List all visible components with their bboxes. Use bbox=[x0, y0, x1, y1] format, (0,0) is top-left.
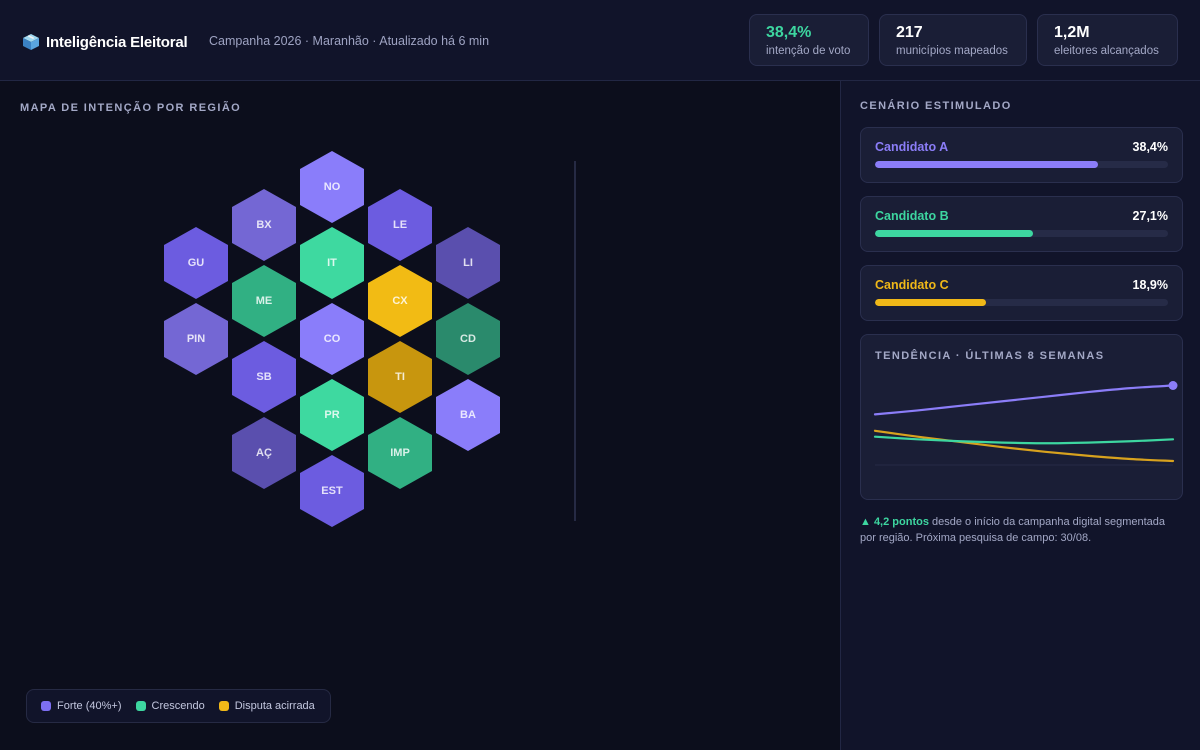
region-hex-it[interactable]: IT bbox=[300, 227, 364, 299]
top-bar: Inteligência Eleitoral Campanha 2026 · M… bbox=[0, 0, 1200, 81]
region-hex-pr[interactable]: PR bbox=[300, 379, 364, 451]
kpi-value: 217 bbox=[896, 24, 923, 41]
legend-label: Disputa acirrada bbox=[234, 700, 315, 712]
trend-line-series-2 bbox=[873, 435, 1175, 445]
region-hex-aç[interactable]: AÇ bbox=[232, 417, 296, 489]
region-hex-cx[interactable]: CX bbox=[368, 265, 432, 337]
trend-line-series-3 bbox=[873, 429, 1175, 463]
footnote-text: desde o início da campanha digital segme… bbox=[860, 516, 1166, 544]
kpi-label: intenção de voto bbox=[766, 45, 851, 57]
scenario-title: CENÁRIO ESTIMULADO bbox=[860, 100, 1012, 112]
legend-item-disputa: Disputa acirrada bbox=[218, 700, 315, 712]
progress-track bbox=[875, 299, 1168, 306]
divider bbox=[574, 161, 576, 521]
region-hex-ti[interactable]: TI bbox=[368, 341, 432, 413]
legend-item-forte: Forte (40%+) bbox=[41, 700, 122, 712]
kpi-card-vote-intention[interactable]: 38,4% intenção de voto bbox=[749, 14, 869, 66]
region-hex-est[interactable]: EST bbox=[300, 455, 364, 527]
legend-label: Crescendo bbox=[151, 700, 205, 712]
region-hex-cd[interactable]: CD bbox=[436, 303, 500, 375]
region-hex-gu[interactable]: GU bbox=[164, 227, 228, 299]
legend-label: Forte (40%+) bbox=[57, 700, 122, 712]
trend-endpoint-marker bbox=[1168, 381, 1178, 390]
candidate-percentage: 38,4% bbox=[1132, 140, 1168, 154]
candidate-name: Candidato C bbox=[875, 278, 949, 292]
legend-swatch bbox=[41, 701, 51, 711]
progress-fill bbox=[875, 230, 1033, 237]
side-panel: CENÁRIO ESTIMULADO Candidato A 38,4% Can… bbox=[840, 81, 1200, 750]
candidate-percentage: 18,9% bbox=[1132, 278, 1168, 292]
trend-card: TENDÊNCIA · ÚLTIMAS 8 SEMANAS bbox=[860, 334, 1183, 500]
trend-title: TENDÊNCIA · ÚLTIMAS 8 SEMANAS bbox=[875, 350, 1105, 362]
kpi-card-voters-reached[interactable]: 1,2M eleitores alcançados bbox=[1037, 14, 1178, 66]
candidate-name: Candidato B bbox=[875, 209, 949, 223]
progress-fill bbox=[875, 161, 1099, 168]
region-hex-imp[interactable]: IMP bbox=[368, 417, 432, 489]
trend-footnote: ▲ 4,2 pontos desde o início da campanha … bbox=[860, 514, 1180, 546]
campaign-subtitle: Campanha 2026 · Maranhão · Atualizado há… bbox=[209, 34, 490, 48]
region-hex-co[interactable]: CO bbox=[300, 303, 364, 375]
kpi-card-municipalities[interactable]: 217 municípios mapeados bbox=[879, 14, 1027, 66]
candidate-card-a[interactable]: Candidato A 38,4% bbox=[860, 127, 1183, 183]
ballot-box-icon bbox=[22, 33, 40, 51]
kpi-value: 1,2M bbox=[1054, 24, 1090, 41]
brand[interactable]: Inteligência Eleitoral bbox=[22, 31, 188, 53]
region-hex-sb[interactable]: SB bbox=[232, 341, 296, 413]
progress-track bbox=[875, 161, 1168, 168]
legend-item-crescendo: Crescendo bbox=[135, 700, 205, 712]
candidate-card-b[interactable]: Candidato B 27,1% bbox=[860, 196, 1183, 252]
region-hex-le[interactable]: LE bbox=[368, 189, 432, 261]
region-hex-map: NO BX LE GU IT LI ME CX PIN CO CD SB TI PR BA AÇ IMP EST bbox=[0, 81, 840, 750]
region-hex-ba[interactable]: BA bbox=[436, 379, 500, 451]
region-hex-me[interactable]: ME bbox=[232, 265, 296, 337]
trend-chart bbox=[873, 381, 1178, 466]
region-hex-li[interactable]: LI bbox=[436, 227, 500, 299]
map-title: MAPA DE INTENÇÃO POR REGIÃO bbox=[20, 102, 242, 114]
kpi-label: municípios mapeados bbox=[896, 45, 1008, 57]
candidate-percentage: 27,1% bbox=[1132, 209, 1168, 223]
candidate-card-c[interactable]: Candidato C 18,9% bbox=[860, 265, 1183, 321]
kpi-label: eleitores alcançados bbox=[1054, 45, 1159, 57]
map-legend: Forte (40%+) Crescendo Disputa acirrada bbox=[26, 689, 331, 723]
region-hex-pin[interactable]: PIN bbox=[164, 303, 228, 375]
region-hex-bx[interactable]: BX bbox=[232, 189, 296, 261]
trend-change: ▲ 4,2 pontos bbox=[860, 516, 929, 528]
region-hex-no[interactable]: NO bbox=[300, 151, 364, 223]
kpi-value: 38,4% bbox=[766, 24, 812, 41]
legend-swatch bbox=[218, 701, 229, 711]
map-panel: MAPA DE INTENÇÃO POR REGIÃO NO BX LE GU IT LI… bbox=[0, 81, 840, 750]
candidate-name: Candidato A bbox=[875, 140, 949, 154]
trend-line-series-1 bbox=[873, 384, 1175, 416]
progress-track bbox=[875, 230, 1168, 237]
progress-fill bbox=[875, 299, 987, 306]
app-title: Inteligência Eleitoral bbox=[46, 33, 188, 51]
legend-swatch bbox=[135, 701, 146, 711]
